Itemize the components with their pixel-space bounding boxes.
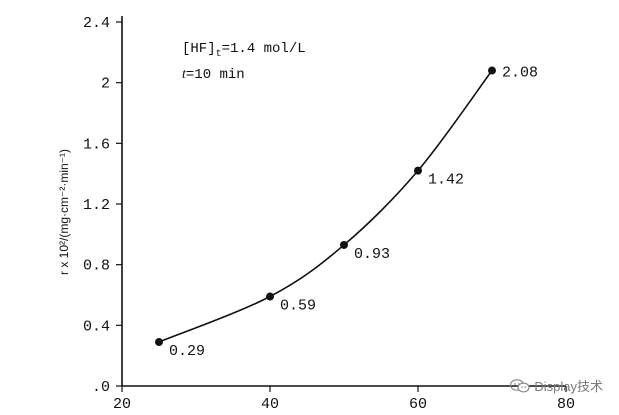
data-point [155,338,163,347]
y-tick-label: .0 [92,379,110,396]
y-tick-label: 2 [101,76,110,93]
data-point [340,240,348,249]
y-tick-label: 1.2 [83,197,110,214]
y-axis-label: r x 10²/(mg·cm⁻²·min⁻¹) [57,149,71,275]
data-label: 0.59 [280,298,316,315]
y-tick-label: 1.6 [83,136,110,153]
watermark: Display技术 [510,376,603,395]
annotation-hf-concentration: [HF]t=1.4 mol/L [182,41,306,60]
data-points [155,66,496,347]
x-tick-label: 60 [409,396,427,413]
data-point [488,66,496,75]
y-tick-label: 0.8 [83,258,110,275]
y-tick-label: 0.4 [83,318,110,335]
y-tick-label: 2.4 [83,15,110,32]
data-point [414,166,422,175]
data-label: 0.29 [169,343,205,360]
data-point [266,292,274,301]
data-label: 0.93 [354,246,390,263]
x-tick-label: 20 [113,396,131,413]
ticks: .0 0.4 0.8 1.2 1.6 2 2.4 20 40 60 80 [83,15,575,413]
data-label: 2.08 [502,65,538,82]
wechat-icon [510,378,530,393]
axes [121,16,566,387]
data-labels: 0.29 0.59 0.93 1.42 2.08 [169,65,538,360]
annotation-time: t=10 min [182,67,245,83]
x-tick-label: 40 [261,396,279,413]
x-tick-label: 80 [557,396,575,413]
series-curve [158,70,493,343]
curve-line [158,70,493,343]
watermark-text: Display技术 [534,379,603,394]
data-label: 1.42 [428,172,464,189]
